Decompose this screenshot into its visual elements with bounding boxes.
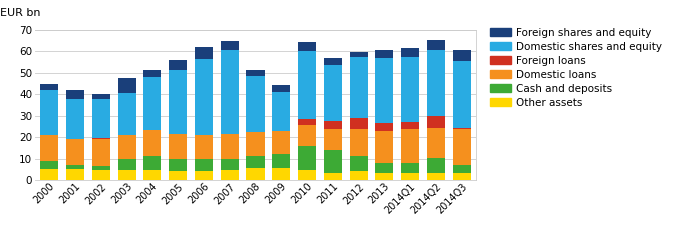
Bar — [40, 161, 58, 169]
Bar — [349, 52, 368, 57]
Bar — [272, 85, 290, 92]
Bar — [40, 169, 58, 180]
Bar — [66, 169, 84, 180]
Bar — [144, 77, 162, 130]
Bar — [453, 50, 471, 61]
Bar — [375, 123, 393, 131]
Bar — [246, 132, 265, 156]
Bar — [349, 118, 368, 128]
Bar — [169, 60, 187, 70]
Bar — [453, 165, 471, 172]
Bar — [169, 70, 187, 134]
Bar — [349, 128, 368, 156]
Bar — [272, 131, 290, 154]
Bar — [427, 40, 445, 50]
Bar — [375, 172, 393, 180]
Bar — [195, 135, 213, 158]
Bar — [375, 50, 393, 58]
Bar — [246, 168, 265, 180]
Bar — [220, 170, 239, 180]
Bar — [169, 134, 187, 158]
Bar — [66, 139, 84, 165]
Bar — [40, 84, 58, 90]
Bar — [246, 156, 265, 168]
Bar — [144, 170, 162, 180]
Bar — [66, 165, 84, 169]
Bar — [92, 94, 110, 98]
Bar — [401, 122, 419, 128]
Bar — [401, 48, 419, 57]
Bar — [118, 135, 136, 158]
Text: EUR bn: EUR bn — [0, 8, 40, 18]
Bar — [246, 76, 265, 132]
Bar — [401, 172, 419, 180]
Bar — [272, 168, 290, 180]
Bar — [324, 121, 342, 128]
Bar — [427, 50, 445, 116]
Bar — [324, 150, 342, 172]
Bar — [195, 59, 213, 135]
Bar — [40, 90, 58, 135]
Bar — [427, 172, 445, 180]
Bar — [92, 138, 110, 139]
Bar — [298, 170, 316, 180]
Bar — [220, 134, 239, 158]
Bar — [298, 119, 316, 125]
Bar — [144, 156, 162, 170]
Bar — [272, 154, 290, 168]
Bar — [324, 128, 342, 150]
Bar — [349, 156, 368, 172]
Bar — [427, 158, 445, 172]
Bar — [144, 70, 162, 77]
Bar — [401, 128, 419, 163]
Bar — [453, 128, 471, 165]
Bar — [118, 170, 136, 180]
Bar — [272, 92, 290, 131]
Bar — [324, 58, 342, 65]
Bar — [144, 130, 162, 156]
Bar — [169, 158, 187, 172]
Bar — [118, 158, 136, 170]
Bar — [298, 125, 316, 146]
Bar — [427, 128, 445, 158]
Bar — [246, 70, 265, 76]
Bar — [298, 52, 316, 119]
Bar — [298, 42, 316, 51]
Bar — [92, 170, 110, 180]
Bar — [66, 90, 84, 98]
Bar — [92, 166, 110, 170]
Bar — [92, 139, 110, 166]
Bar — [220, 50, 239, 134]
Bar — [401, 163, 419, 172]
Bar — [66, 98, 84, 139]
Bar — [375, 163, 393, 172]
Legend: Foreign shares and equity, Domestic shares and equity, Foreign loans, Domestic l: Foreign shares and equity, Domestic shar… — [490, 28, 662, 108]
Bar — [220, 158, 239, 170]
Bar — [401, 57, 419, 122]
Bar — [40, 135, 58, 161]
Bar — [195, 172, 213, 180]
Bar — [195, 158, 213, 172]
Bar — [453, 61, 471, 128]
Bar — [118, 78, 136, 93]
Bar — [427, 116, 445, 128]
Bar — [195, 47, 213, 59]
Bar — [92, 98, 110, 138]
Bar — [349, 57, 368, 118]
Bar — [324, 172, 342, 180]
Bar — [169, 172, 187, 180]
Bar — [453, 172, 471, 180]
Bar — [375, 58, 393, 123]
Bar — [349, 172, 368, 180]
Bar — [118, 93, 136, 135]
Bar — [375, 131, 393, 163]
Bar — [220, 41, 239, 50]
Bar — [324, 65, 342, 121]
Bar — [298, 146, 316, 170]
